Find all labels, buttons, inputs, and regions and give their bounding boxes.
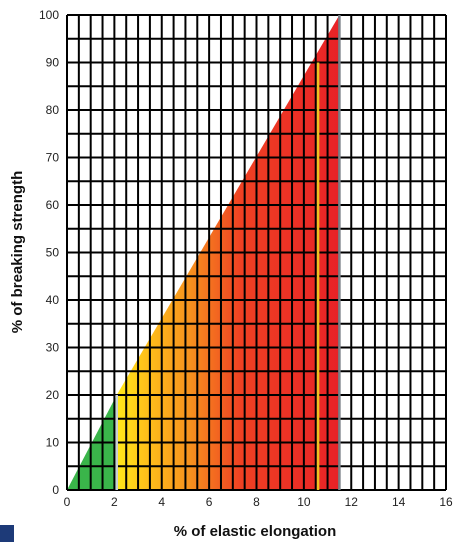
x-tick-label: 8: [253, 495, 260, 509]
x-axis-label: % of elastic elongation: [174, 523, 337, 540]
x-tick-label: 6: [206, 495, 213, 509]
y-tick-label: 80: [46, 103, 60, 117]
x-tick-label: 2: [111, 495, 118, 509]
y-axis-label: % of breaking strength: [9, 171, 26, 334]
y-tick-label: 10: [46, 436, 60, 450]
y-tick-label: 60: [46, 198, 60, 212]
x-tick-label: 0: [64, 495, 71, 509]
corner-logo-mark: [0, 525, 14, 542]
y-tick-label: 20: [46, 388, 60, 402]
x-tick-label: 10: [297, 495, 311, 509]
y-tick-label: 100: [39, 8, 59, 22]
y-tick-label: 40: [46, 293, 60, 307]
x-tick-label: 4: [158, 495, 165, 509]
x-tick-label: 14: [392, 495, 406, 509]
x-tick-label: 12: [345, 495, 359, 509]
y-tick-label: 30: [46, 341, 60, 355]
x-tick-label: 16: [439, 495, 453, 509]
y-tick-label: 90: [46, 56, 60, 70]
y-tick-label: 0: [52, 483, 59, 497]
y-tick-label: 50: [46, 246, 60, 260]
y-tick-label: 70: [46, 151, 60, 165]
